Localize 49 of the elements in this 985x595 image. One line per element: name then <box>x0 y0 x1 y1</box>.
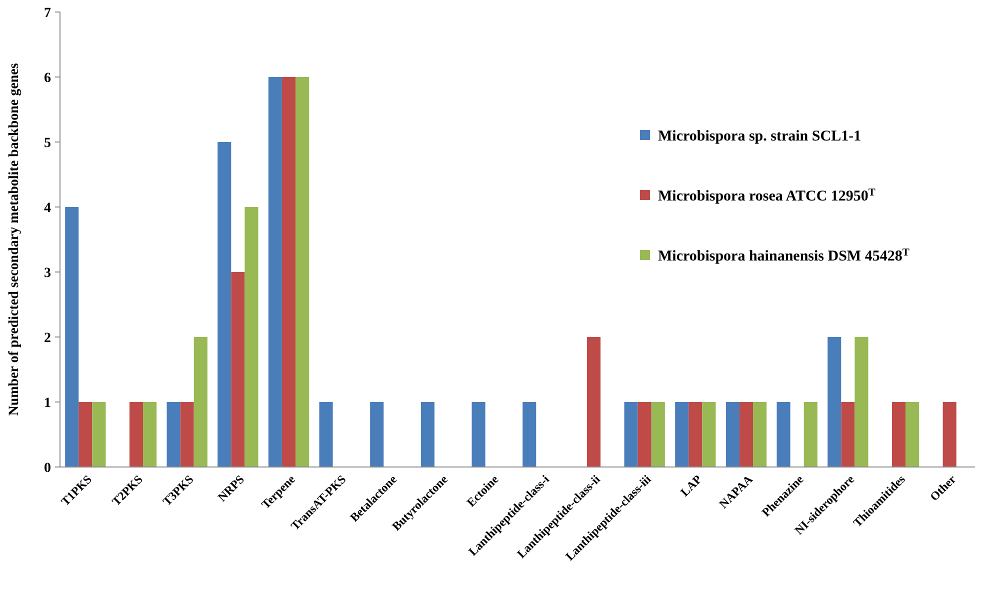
bar <box>624 402 638 467</box>
bar <box>194 337 208 467</box>
y-tick-label: 6 <box>44 70 51 86</box>
bar <box>282 77 296 467</box>
y-tick-label: 2 <box>44 330 51 346</box>
bar <box>370 402 384 467</box>
bar <box>586 337 601 467</box>
bar <box>854 337 868 467</box>
legend-label: Microbispora sp. strain SCL1-1 <box>658 128 862 144</box>
bar <box>726 402 740 467</box>
legend-label: Microbispora hainanensis DSM 45428$^{T}$ <box>658 246 910 264</box>
bar <box>892 402 906 467</box>
bar <box>906 402 920 467</box>
bar <box>420 402 434 467</box>
bar <box>92 402 106 467</box>
bar <box>522 402 536 467</box>
legend-label: Microbispora rosea ATCC 12950$^{T}$ <box>658 186 876 204</box>
bar <box>651 402 665 467</box>
y-axis-title: Number of predicted secondary metabolite backbone genes <box>7 62 22 416</box>
bar <box>143 402 157 467</box>
y-tick-label: 4 <box>44 200 51 216</box>
bar <box>166 402 180 467</box>
y-tick-label: 3 <box>44 266 51 281</box>
bar <box>472 402 486 467</box>
y-tick-label: 0 <box>44 460 51 476</box>
bar <box>129 402 144 467</box>
bar <box>753 402 767 467</box>
bar <box>828 337 842 467</box>
bar <box>231 272 245 467</box>
bar <box>776 402 790 467</box>
y-tick-label: 1 <box>44 396 51 411</box>
bar <box>675 402 689 467</box>
bar <box>804 402 818 467</box>
bar <box>268 77 282 467</box>
bar <box>702 402 716 467</box>
bar <box>180 402 194 467</box>
bar <box>218 142 232 467</box>
bar <box>638 402 652 467</box>
bar <box>739 402 754 467</box>
bar <box>942 402 956 467</box>
bar <box>244 207 258 467</box>
bar <box>296 77 310 467</box>
bar <box>65 207 79 467</box>
y-tick-label: 7 <box>44 6 51 21</box>
bar <box>688 402 702 467</box>
bar <box>78 402 92 467</box>
bar <box>841 402 855 467</box>
y-tick-label: 5 <box>44 136 51 151</box>
bar <box>319 402 333 467</box>
